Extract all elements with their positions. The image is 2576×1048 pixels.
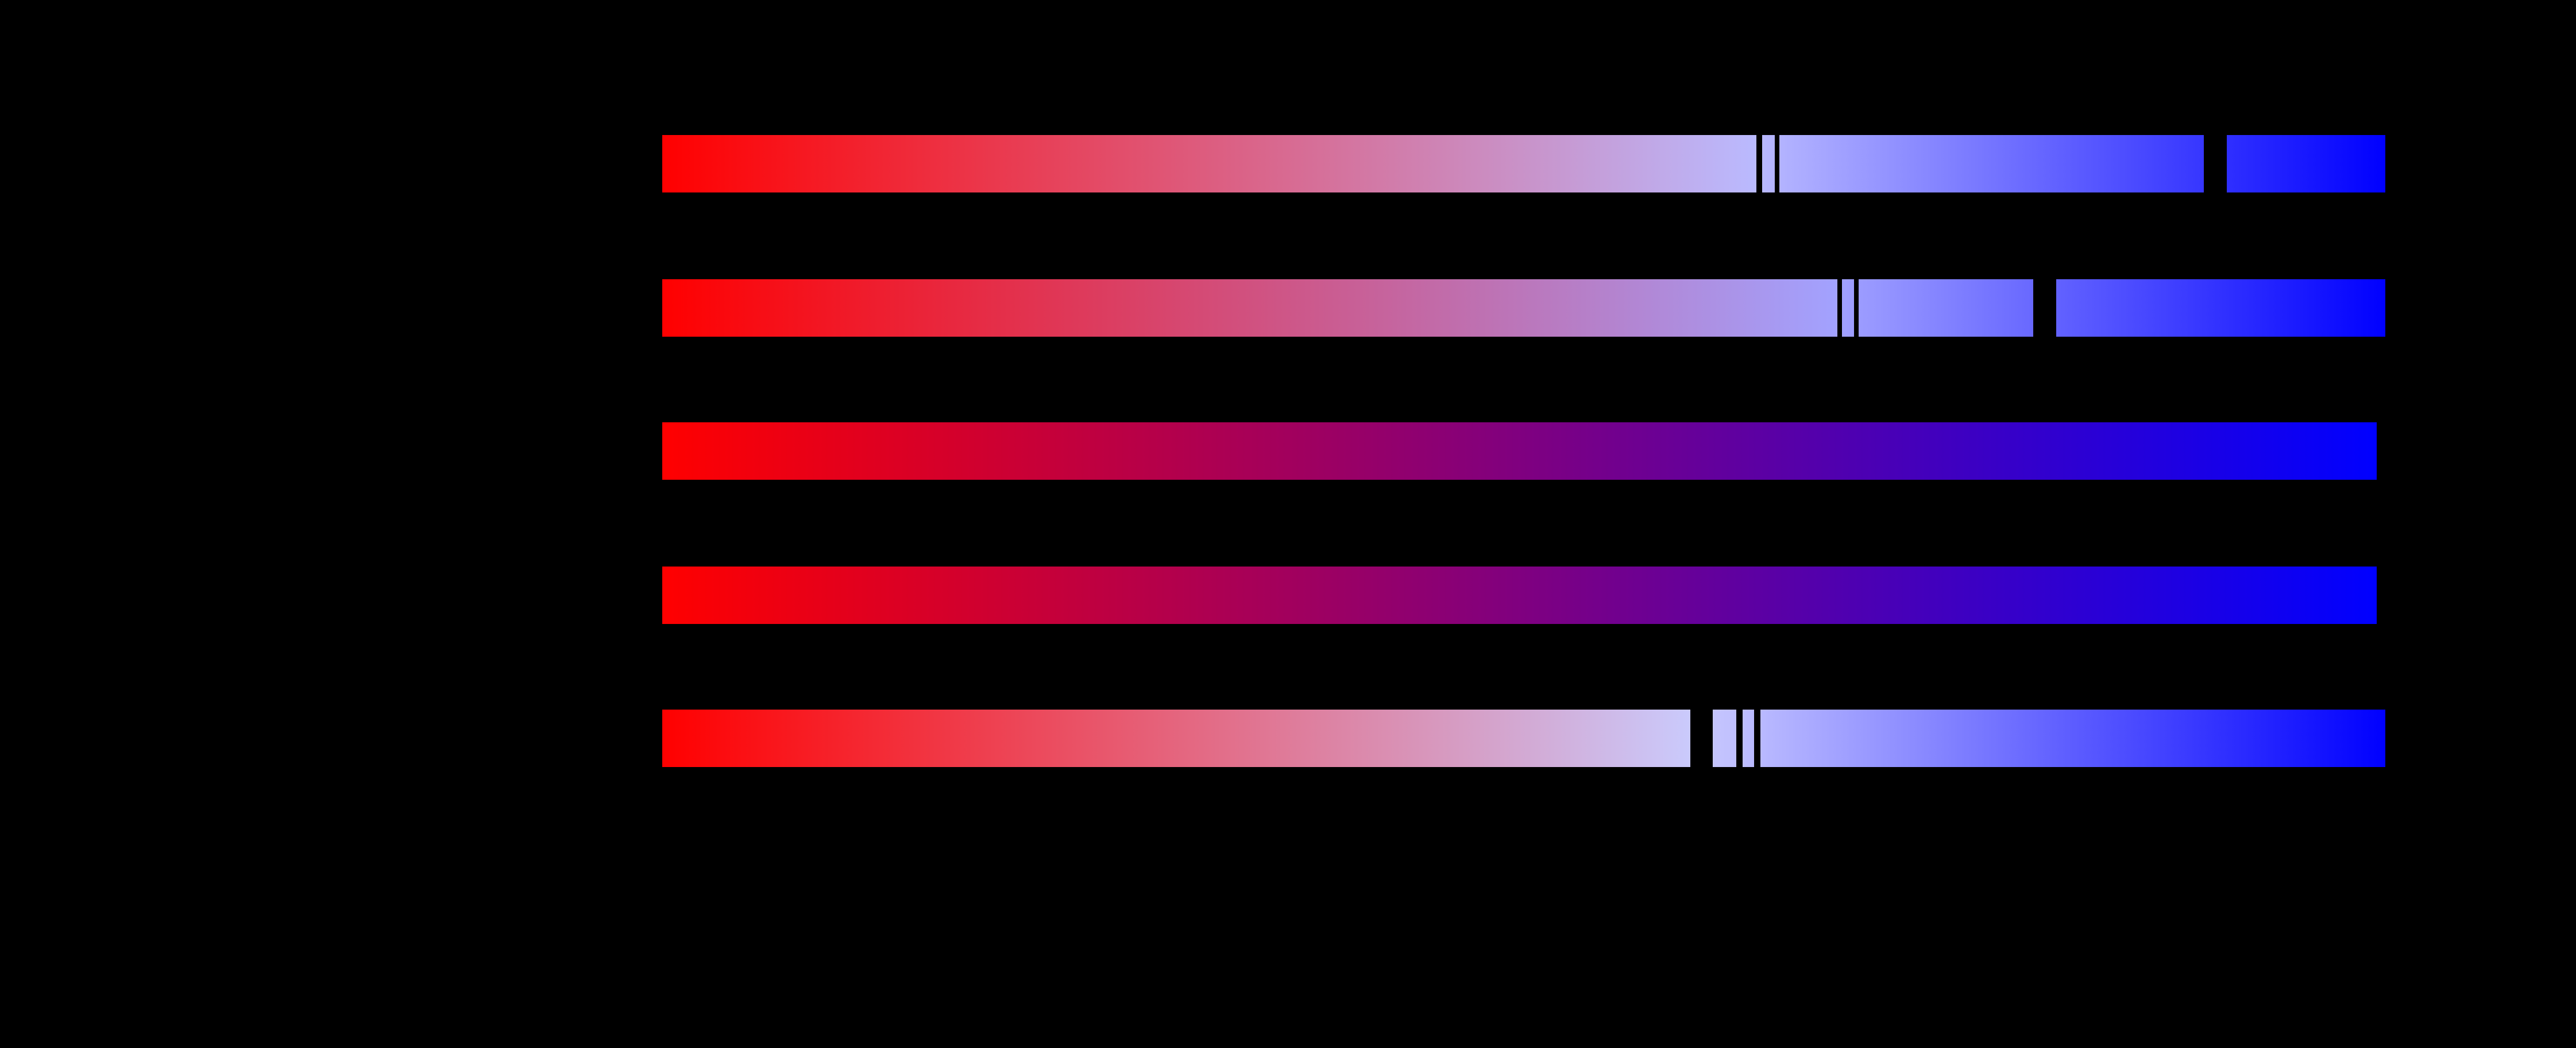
colorbar-segment xyxy=(1743,710,1754,767)
colorbar-row-0 xyxy=(0,135,2576,192)
colorbar-segment xyxy=(1762,135,1775,192)
colorbar-row-1 xyxy=(0,279,2576,337)
colorbar-segment xyxy=(1760,710,2385,767)
colorbar-segment xyxy=(662,567,2377,624)
colorbar-row-2 xyxy=(0,422,2576,480)
colorbar-segment xyxy=(1859,279,2033,337)
colorbar-segment xyxy=(1713,710,1736,767)
colorbar-segment xyxy=(662,279,1837,337)
colorbar-segment xyxy=(1842,279,1854,337)
colorbar-segment xyxy=(662,135,1756,192)
colorbar-segment xyxy=(662,422,2377,480)
colorbar-segment xyxy=(2227,135,2385,192)
colorbar-segment xyxy=(1779,135,2204,192)
colorbar-row-4 xyxy=(0,710,2576,767)
colorbar-segment xyxy=(2056,279,2385,337)
colorbar-segment xyxy=(662,710,1690,767)
colorbar-row-3 xyxy=(0,567,2576,624)
